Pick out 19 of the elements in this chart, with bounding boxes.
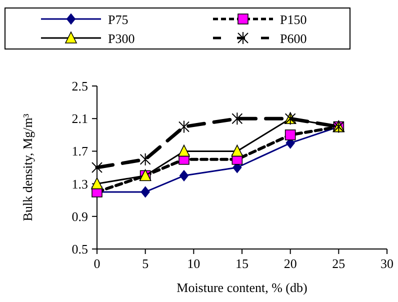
x-tick-label: 0 bbox=[94, 256, 100, 271]
x-tick-label: 25 bbox=[332, 256, 346, 271]
x-tick-label: 5 bbox=[142, 256, 149, 271]
y-tick-label: 2.5 bbox=[72, 78, 88, 94]
y-tick-label: 2.1 bbox=[72, 111, 88, 126]
legend-label: P150 bbox=[280, 12, 307, 27]
legend-label: P300 bbox=[108, 31, 135, 46]
legend-label: P600 bbox=[280, 31, 307, 46]
x-axis-title: Moisture content, % (db) bbox=[176, 280, 308, 295]
y-tick-label: 1.7 bbox=[72, 144, 88, 159]
y-tick-label: 0.9 bbox=[72, 208, 88, 224]
legend-label: P75 bbox=[108, 12, 128, 27]
y-axis-title: Bulk density, Mg/m³ bbox=[20, 114, 35, 222]
x-tick-label: 15 bbox=[236, 256, 248, 271]
y-tick-label: 0.5 bbox=[72, 242, 88, 256]
x-tick-label: 20 bbox=[284, 256, 297, 271]
x-tick-label: 10 bbox=[187, 256, 200, 271]
y-tick-label: 1.3 bbox=[72, 176, 88, 192]
x-tick-label: 30 bbox=[380, 256, 394, 271]
